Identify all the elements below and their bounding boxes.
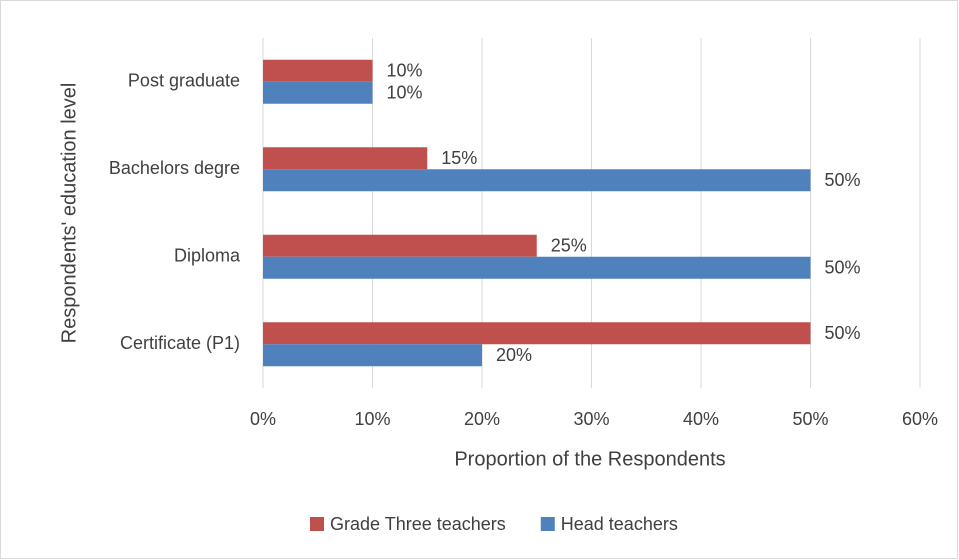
bar [263,147,428,170]
legend-label: Head teachers [561,514,678,534]
bar [263,59,373,82]
data-label: 10% [387,61,423,81]
data-label: 50% [825,323,861,343]
data-label: 20% [496,345,532,365]
y-tick-label: Diploma [174,246,241,266]
data-label: 10% [387,83,423,103]
x-tick-label: 30% [573,409,609,429]
bar [263,234,537,257]
x-tick-label: 40% [683,409,719,429]
bar [263,344,482,367]
data-label: 50% [825,170,861,190]
legend-label: Grade Three teachers [330,514,506,534]
y-axis-title: Respondents' education level [58,83,80,344]
bar [263,81,373,104]
data-label: 15% [441,148,477,168]
y-tick-label: Certificate (P1) [120,333,240,353]
data-label: 25% [551,236,587,256]
bar [263,322,811,345]
bar [263,169,811,192]
x-tick-label: 60% [902,409,938,429]
x-tick-label: 10% [354,409,390,429]
x-tick-label: 20% [464,409,500,429]
bar [263,256,811,279]
y-tick-label: Bachelors degre [109,158,240,178]
legend-swatch [540,517,555,531]
x-tick-label: 50% [792,409,828,429]
legend-swatch [310,517,324,531]
x-axis-title: Proportion of the Respondents [454,448,725,470]
x-tick-label: 0% [250,409,276,429]
data-label: 50% [825,258,861,278]
y-tick-label: Post graduate [128,71,240,91]
